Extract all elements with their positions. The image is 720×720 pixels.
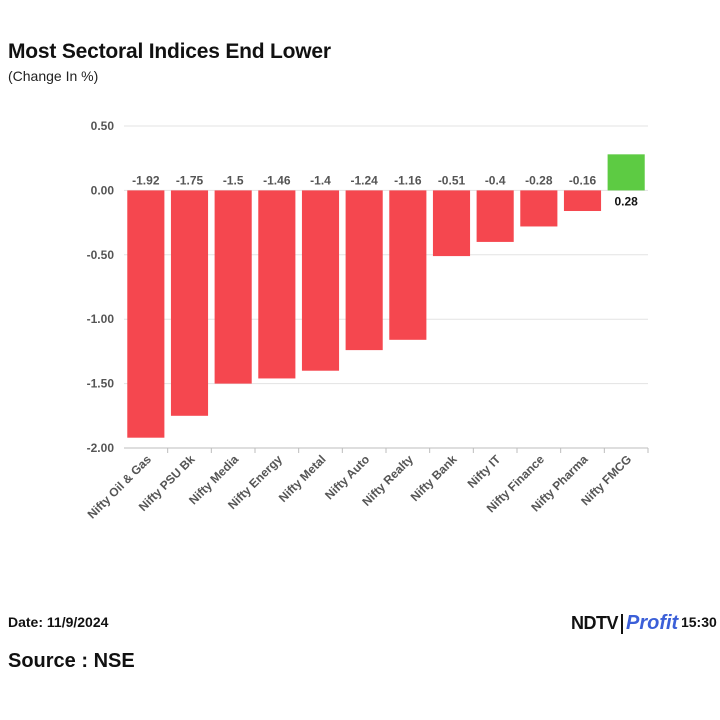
bar: [301, 190, 340, 371]
y-tick-label: -2.00: [87, 441, 115, 455]
data-label: -0.51: [438, 173, 466, 187]
data-label: -0.16: [569, 173, 597, 187]
y-tick-label: 0.50: [91, 119, 115, 133]
y-tick-label: -1.50: [87, 377, 115, 391]
ndtv-profit-logo: NDTV Profit: [571, 612, 683, 635]
logo-profit-text: Profit: [626, 612, 679, 634]
data-label: -1.24: [350, 173, 378, 187]
bar: [258, 190, 296, 379]
x-tick-label: Nifty IT: [465, 452, 504, 491]
data-label: 0.28: [614, 194, 638, 208]
bar: [170, 190, 209, 416]
data-label: -1.75: [176, 173, 204, 187]
bar: [345, 190, 383, 351]
y-tick-label: -1.00: [87, 312, 115, 326]
data-label: -1.92: [132, 173, 160, 187]
logo-ndtv-text: NDTV: [571, 613, 619, 633]
x-tick-label: Nifty Metal: [276, 452, 329, 505]
bar: [214, 190, 252, 384]
bar: [607, 154, 645, 191]
bar: [432, 190, 471, 257]
date-label: Date: 11/9/2024: [8, 614, 109, 630]
source-label: Source : NSE: [8, 650, 135, 672]
y-tick-label: 0.00: [91, 183, 115, 197]
data-label: -1.5: [223, 173, 244, 187]
bar: [563, 190, 602, 212]
bar: [520, 190, 558, 227]
bar: [127, 190, 165, 438]
chart-title: Most Sectoral Indices End Lower: [8, 40, 331, 63]
x-tick-label: Nifty Bank: [408, 452, 460, 504]
bar: [476, 190, 514, 242]
bar: [389, 190, 427, 340]
data-label: -1.46: [263, 173, 291, 187]
data-label: -0.4: [485, 173, 506, 187]
data-label: -1.4: [310, 173, 331, 187]
y-tick-label: -0.50: [87, 248, 115, 262]
data-label: -0.28: [525, 173, 553, 187]
chart-subtitle: (Change In %): [8, 68, 99, 84]
logo-divider: [621, 613, 623, 634]
data-label: -1.16: [394, 173, 422, 187]
